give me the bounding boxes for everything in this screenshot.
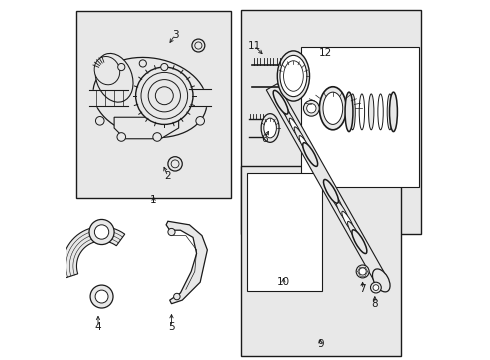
Ellipse shape xyxy=(94,57,120,85)
Circle shape xyxy=(370,282,381,293)
Circle shape xyxy=(171,160,179,168)
Circle shape xyxy=(168,157,182,171)
Ellipse shape xyxy=(279,101,292,121)
Ellipse shape xyxy=(93,57,207,138)
Polygon shape xyxy=(114,117,179,139)
Bar xyxy=(242,10,421,234)
Circle shape xyxy=(356,265,369,278)
Ellipse shape xyxy=(390,92,397,132)
Circle shape xyxy=(161,63,168,71)
Polygon shape xyxy=(62,227,125,278)
Circle shape xyxy=(153,133,161,141)
Circle shape xyxy=(168,228,175,235)
Circle shape xyxy=(95,290,108,303)
Text: 5: 5 xyxy=(168,322,175,332)
Circle shape xyxy=(192,39,205,52)
Circle shape xyxy=(359,268,366,275)
Circle shape xyxy=(95,225,109,239)
Ellipse shape xyxy=(136,67,193,125)
Ellipse shape xyxy=(330,191,343,212)
Ellipse shape xyxy=(323,180,339,203)
Ellipse shape xyxy=(304,144,317,165)
Ellipse shape xyxy=(141,72,188,119)
Circle shape xyxy=(89,220,114,244)
Circle shape xyxy=(96,117,104,125)
Ellipse shape xyxy=(261,114,279,142)
Ellipse shape xyxy=(345,92,353,132)
Text: 1: 1 xyxy=(150,195,157,205)
Ellipse shape xyxy=(284,109,296,130)
Ellipse shape xyxy=(387,94,392,130)
Polygon shape xyxy=(266,84,387,284)
Circle shape xyxy=(195,42,202,49)
Ellipse shape xyxy=(378,94,383,130)
Text: 4: 4 xyxy=(95,322,101,332)
Bar xyxy=(76,12,231,198)
Ellipse shape xyxy=(342,211,354,232)
Text: 9: 9 xyxy=(317,339,323,349)
Circle shape xyxy=(118,63,125,71)
Bar xyxy=(247,173,322,291)
Circle shape xyxy=(303,100,319,116)
Ellipse shape xyxy=(347,221,360,242)
Ellipse shape xyxy=(372,269,390,292)
Ellipse shape xyxy=(319,87,346,130)
Text: 8: 8 xyxy=(371,299,378,309)
Ellipse shape xyxy=(277,51,310,101)
Text: 10: 10 xyxy=(277,277,290,287)
Ellipse shape xyxy=(273,90,288,114)
Ellipse shape xyxy=(274,92,287,112)
Bar xyxy=(242,166,401,356)
Ellipse shape xyxy=(284,61,303,91)
Ellipse shape xyxy=(350,94,355,130)
Ellipse shape xyxy=(336,201,348,222)
Ellipse shape xyxy=(352,230,367,253)
Text: 12: 12 xyxy=(319,48,332,58)
Text: 6: 6 xyxy=(261,134,268,144)
Ellipse shape xyxy=(325,181,337,202)
Circle shape xyxy=(307,104,316,113)
Text: 7: 7 xyxy=(359,284,366,294)
Ellipse shape xyxy=(299,136,312,156)
Ellipse shape xyxy=(95,53,133,102)
Ellipse shape xyxy=(155,87,173,105)
Polygon shape xyxy=(166,221,207,304)
Circle shape xyxy=(117,133,125,141)
Ellipse shape xyxy=(323,92,343,125)
Ellipse shape xyxy=(264,118,276,138)
Ellipse shape xyxy=(359,94,365,130)
Circle shape xyxy=(373,285,379,291)
Ellipse shape xyxy=(368,94,374,130)
Circle shape xyxy=(173,293,180,300)
Text: 11: 11 xyxy=(247,41,261,50)
Text: 3: 3 xyxy=(172,30,178,40)
Ellipse shape xyxy=(303,143,318,166)
Circle shape xyxy=(139,60,147,67)
Ellipse shape xyxy=(353,231,366,252)
Ellipse shape xyxy=(148,80,180,112)
Ellipse shape xyxy=(280,55,307,96)
Text: 2: 2 xyxy=(165,171,171,181)
Bar xyxy=(300,47,419,187)
Ellipse shape xyxy=(294,127,307,147)
Ellipse shape xyxy=(289,118,302,139)
Circle shape xyxy=(196,117,204,125)
Circle shape xyxy=(90,285,113,308)
